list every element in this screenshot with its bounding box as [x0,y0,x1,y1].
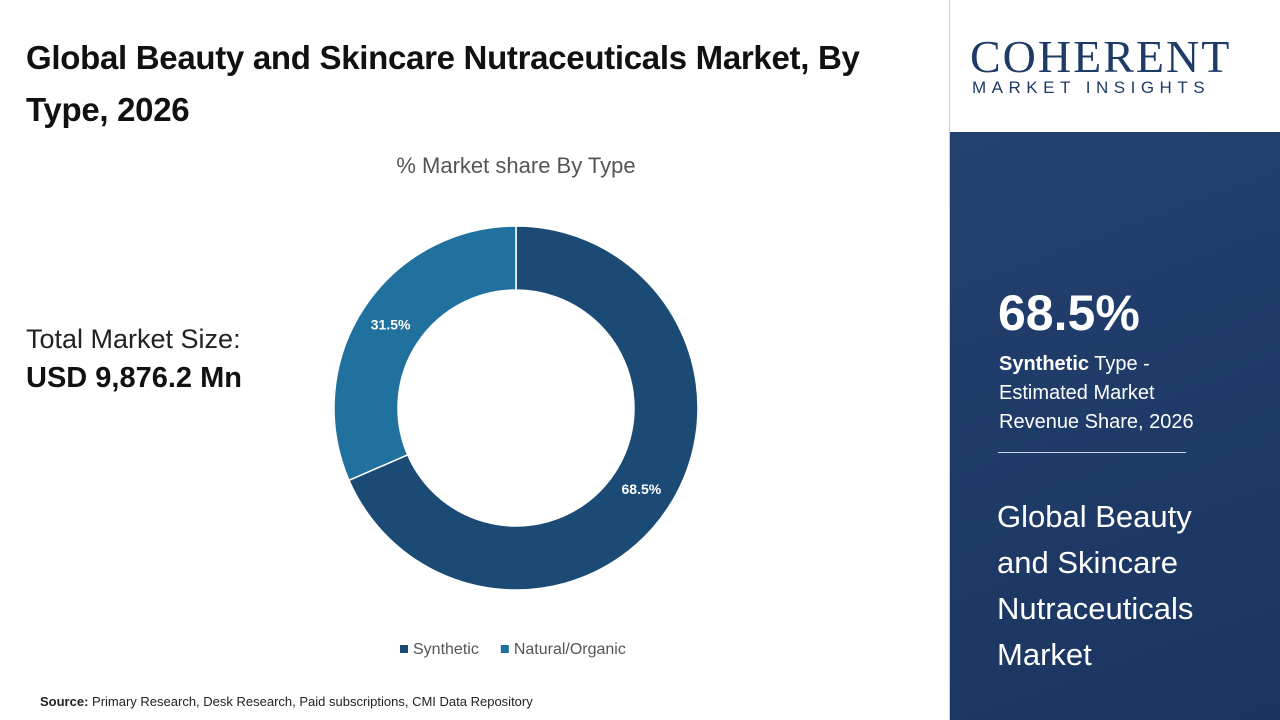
source-label: Source: [40,694,89,709]
donut-segment [333,225,517,482]
page-title: Global Beauty and Skincare Nutraceutical… [26,39,860,128]
legend-label: Natural/Organic [514,641,626,658]
highlight-panel: 68.5% Synthetic Type - Estimated Market … [950,132,1280,720]
logo-name: COHERENT [970,31,1232,82]
source: Source: Primary Research, Desk Research,… [40,694,533,709]
sidebar: COHERENT MARKET INSIGHTS 68.5% Synthetic… [949,0,1280,720]
highlight-description: Synthetic Type - Estimated Market Revenu… [999,350,1219,437]
chart: % Market share By Type 68.5% 31.5% Synthet… [333,153,699,658]
description-text: Type - Estimated Market Revenue Share, 2… [999,353,1194,433]
chart-title: % Market share By Type [396,153,635,178]
logo: COHERENT MARKET INSIGHTS [950,0,1280,132]
legend-swatch [500,645,509,653]
logo-tagline: MARKET INSIGHTS [972,78,1211,97]
legend-label: Synthetic [413,641,479,658]
market-size-label: Total Market Size: [26,324,241,354]
divider [998,452,1186,453]
data-label: 31.5% [371,316,411,332]
data-label: 68.5% [622,481,662,497]
segment-name: Synthetic [999,353,1090,375]
highlight-value: 68.5% [998,285,1140,341]
legend-swatch [400,645,408,653]
market-name: Global Beauty and Skincare Nutraceutical… [997,499,1194,672]
donut-segment [347,225,699,591]
source-text: Primary Research, Desk Research, Paid su… [92,694,533,709]
market-size-value: USD 9,876.2 Mn [26,362,242,394]
